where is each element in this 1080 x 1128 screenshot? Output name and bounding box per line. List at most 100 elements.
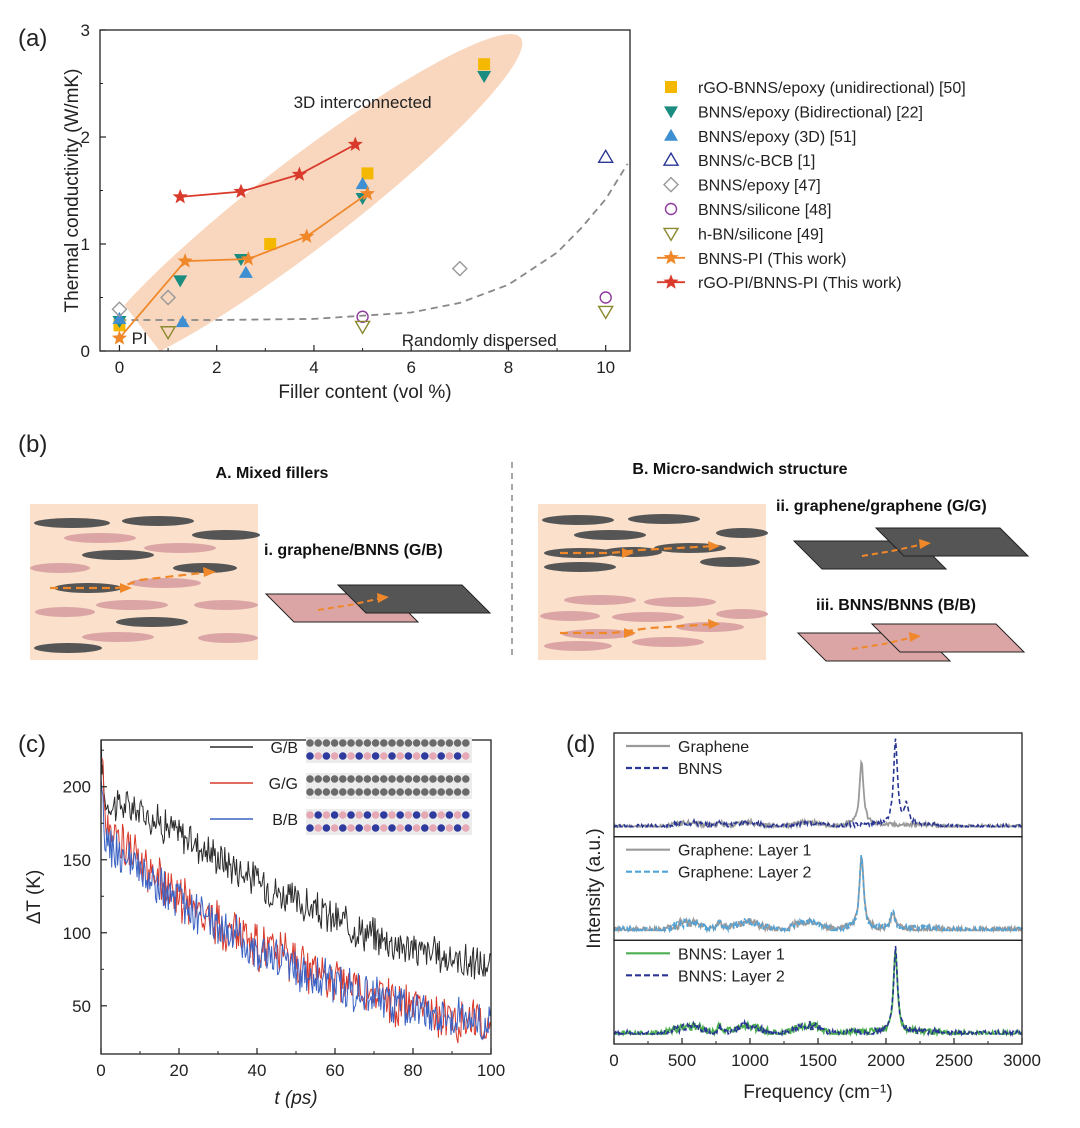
atom <box>322 739 331 747</box>
atom <box>363 752 372 760</box>
atom <box>314 811 323 819</box>
legend-label: rGO-PI/BNNS-PI (This work) <box>698 275 902 292</box>
atom <box>396 739 405 747</box>
atom <box>380 788 388 796</box>
atom <box>388 775 396 783</box>
atom <box>306 811 314 819</box>
atom <box>380 752 388 760</box>
data-point <box>354 320 371 335</box>
atom <box>347 811 355 819</box>
atom <box>453 775 462 783</box>
atom <box>412 775 421 783</box>
arrow-icon <box>708 541 720 551</box>
x-tick-label: 100 <box>477 1061 505 1080</box>
atom <box>347 739 355 747</box>
mixed-fillers-title: A. Mixed fillers <box>216 465 329 482</box>
atom <box>322 788 331 796</box>
x-tick-label: 0 <box>115 358 124 377</box>
atom <box>339 739 347 747</box>
data-point <box>597 148 614 164</box>
x-tick-label: 2500 <box>935 1051 973 1070</box>
atom <box>445 811 454 819</box>
series-7 <box>111 185 375 345</box>
legend-marker <box>664 128 678 141</box>
atom <box>371 824 380 832</box>
x-tick-label: 1000 <box>731 1051 769 1070</box>
arrow-icon <box>120 583 132 593</box>
data-point <box>177 253 193 268</box>
arrow-icon <box>909 632 921 642</box>
atomic-structure-icon <box>306 773 472 799</box>
atom <box>363 739 372 747</box>
data-point <box>233 183 249 198</box>
series-5 <box>356 291 612 323</box>
atom <box>371 752 380 760</box>
atom <box>363 811 372 819</box>
atom <box>445 824 454 832</box>
shaded-region <box>86 34 523 374</box>
atom <box>388 788 396 796</box>
series-8 <box>172 136 363 204</box>
subplot-2: BNNS: Layer 1 BNNS: Layer 2 <box>613 939 1023 1045</box>
atom <box>429 775 437 783</box>
y-tick-label: 2 <box>81 128 90 147</box>
atom <box>429 739 437 747</box>
legend-label: BNNS-PI (This work) <box>698 251 846 268</box>
atom <box>330 739 339 747</box>
subplot-1: Graphene: Layer 1 Graphene: Layer 2 <box>613 836 1023 941</box>
trend-line-dashed <box>119 163 629 321</box>
x-tick-label: 2000 <box>867 1051 905 1070</box>
legend-label: BNNS/silicone [48] <box>698 202 831 219</box>
atom <box>306 752 314 760</box>
atom <box>314 752 323 760</box>
legend-marker <box>663 249 679 265</box>
bb-label: iii. BNNS/BNNS (B/B) <box>816 597 976 614</box>
legend-marker <box>663 176 679 193</box>
series-line <box>180 143 356 198</box>
atom <box>388 739 396 747</box>
atom <box>412 752 421 760</box>
data-point <box>111 330 128 345</box>
atom <box>355 752 364 760</box>
atom <box>429 752 437 760</box>
atom <box>445 775 454 783</box>
atom <box>355 788 364 796</box>
y-tick-label: 100 <box>63 924 91 943</box>
legend-label: BNNS: Layer 1 <box>678 946 785 963</box>
atom <box>330 788 339 796</box>
atom <box>363 824 372 832</box>
atom <box>404 788 413 796</box>
atom <box>412 811 421 819</box>
x-tick-label: 1500 <box>799 1051 837 1070</box>
spectrum-line <box>614 945 1022 1038</box>
atom <box>347 788 355 796</box>
data-point <box>173 275 188 288</box>
atom <box>462 752 470 760</box>
atom <box>314 824 323 832</box>
atom <box>306 739 314 747</box>
data-point <box>240 251 256 266</box>
series-3 <box>597 148 614 164</box>
legend-label: BNNS/epoxy [47] <box>698 178 821 195</box>
series-4 <box>111 260 468 318</box>
arrow-icon <box>919 539 931 549</box>
legend: G/B G/G B/B <box>210 737 472 835</box>
atom <box>462 824 470 832</box>
data-point <box>361 167 374 180</box>
legend-label: G/G <box>269 776 298 793</box>
atom <box>445 752 454 760</box>
atomic-structure-icon <box>306 737 472 763</box>
atom <box>462 811 470 819</box>
atom <box>421 811 429 819</box>
spectrum-line <box>614 856 1022 934</box>
atom <box>339 775 347 783</box>
atom <box>388 824 396 832</box>
atom <box>404 824 413 832</box>
atom <box>339 752 347 760</box>
spectrum-line <box>614 758 1022 830</box>
atom <box>412 788 421 796</box>
atom <box>306 775 314 783</box>
data-point <box>175 315 190 328</box>
y-axis-title: Thermal conductivity (W/mK) <box>62 69 83 313</box>
